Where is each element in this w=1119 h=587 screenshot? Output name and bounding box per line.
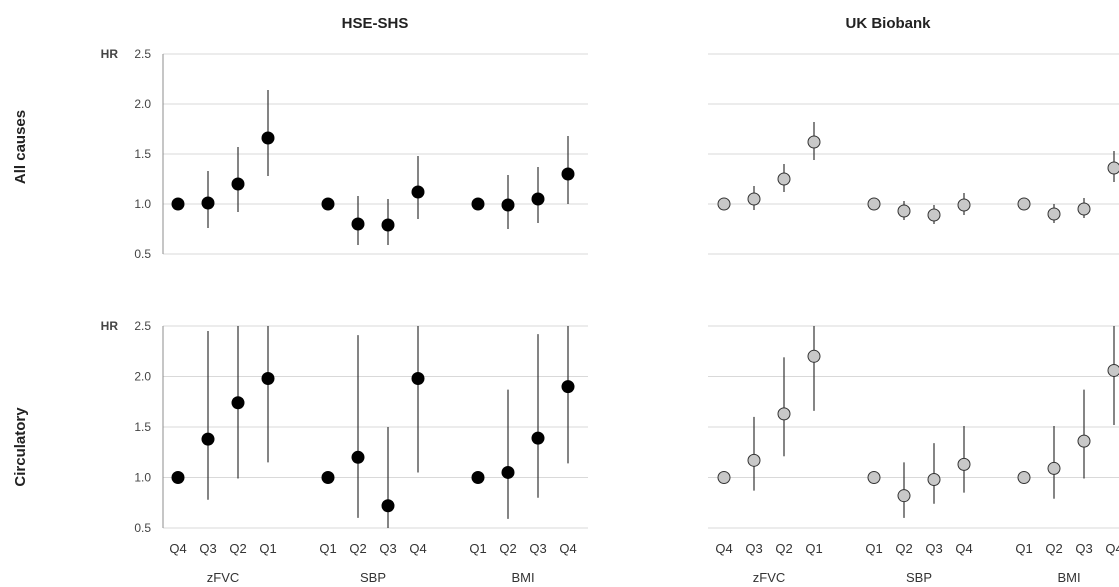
x-category-label: Q3 [199,541,216,556]
x-category-label: Q4 [1105,541,1119,556]
hazard-ratio-point [747,453,761,467]
x-category-label: Q4 [559,541,576,556]
y-tick-label: 0.5 [134,521,151,535]
x-category-label: Q3 [745,541,762,556]
y-tick-label: 2.0 [134,97,151,111]
y-tick-label: 1.0 [134,197,151,211]
hazard-ratio-point [747,192,761,206]
hazard-ratio-point [717,197,731,211]
y-tick-label: 2.0 [134,370,151,384]
y-tick-label: 2.5 [134,47,151,61]
x-category-label: Q3 [925,541,942,556]
hazard-ratio-point [171,197,185,211]
hazard-ratio-point [957,198,971,212]
hazard-ratio-point [261,372,275,386]
x-group-label: zFVC [207,570,240,585]
hazard-ratio-point [927,473,941,487]
hazard-ratio-point [1047,461,1061,475]
hazard-ratio-point [471,197,485,211]
hazard-ratio-point [381,218,395,232]
x-category-label: Q4 [955,541,972,556]
hazard-ratio-point [261,131,275,145]
hazard-ratio-point [201,196,215,210]
hazard-ratio-point [531,192,545,206]
hazard-ratio-point [501,465,515,479]
hazard-ratio-point [471,471,485,484]
hazard-ratio-point [381,499,395,513]
row-label: Circulatory [12,407,29,487]
hazard-ratio-point [351,217,365,231]
hazard-ratio-point [1017,471,1031,484]
x-category-label: Q4 [169,541,186,556]
hazard-ratio-point [897,489,911,503]
y-tick-label: 0.5 [134,247,151,261]
y-axis-label: HR [101,319,119,333]
row-label: All causes [12,110,29,184]
hazard-ratio-point [501,198,515,212]
x-category-label: Q1 [259,541,276,556]
y-tick-label: 1.5 [134,420,151,434]
y-tick-label: 2.5 [134,319,151,333]
hazard-ratio-point [867,471,881,484]
hazard-ratio-point [777,172,791,186]
hazard-ratio-point [561,380,575,394]
hazard-ratio-point [717,471,731,484]
x-category-label: Q2 [499,541,516,556]
x-category-label: Q3 [1075,541,1092,556]
hazard-ratio-point [927,208,941,222]
hazard-ratio-point [321,197,335,211]
hazard-ratio-point [957,457,971,471]
x-category-label: Q1 [805,541,822,556]
hazard-ratio-point [171,471,185,484]
hazard-ratio-point [1107,161,1119,175]
column-title: UK Biobank [845,15,931,32]
hazard-ratio-point [411,185,425,199]
hazard-ratio-point [867,197,881,211]
x-category-label: Q3 [379,541,396,556]
y-tick-label: 1.5 [134,147,151,161]
x-category-label: Q3 [529,541,546,556]
x-category-label: Q4 [409,541,426,556]
hazard-ratio-point [231,396,245,410]
column-title: HSE-SHS [342,15,409,32]
hazard-ratio-point [531,431,545,445]
hazard-ratio-point [201,432,215,446]
x-category-label: Q1 [865,541,882,556]
hazard-ratio-point [807,349,821,363]
hazard-ratio-point [1017,197,1031,211]
x-category-label: Q1 [469,541,486,556]
hazard-ratio-point [807,135,821,149]
x-group-label: zFVC [753,570,786,585]
hazard-ratio-point [351,450,365,464]
hazard-ratio-point [411,372,425,386]
x-category-label: Q2 [229,541,246,556]
hazard-ratio-point [1077,202,1091,216]
hazard-ratio-point [1077,434,1091,448]
x-group-label: BMI [511,570,534,585]
x-category-label: Q1 [319,541,336,556]
x-category-label: Q2 [349,541,366,556]
hazard-ratio-point [1107,363,1119,377]
hazard-ratio-point [231,177,245,191]
y-axis-label: HR [101,47,119,61]
x-category-label: Q2 [775,541,792,556]
hazard-ratio-point [897,204,911,218]
x-group-label: BMI [1057,570,1080,585]
hazard-ratio-point [561,167,575,181]
x-category-label: Q4 [715,541,732,556]
x-group-label: SBP [360,570,386,585]
hazard-ratio-point [777,407,791,421]
hazard-ratio-point [1047,207,1061,221]
x-category-label: Q2 [1045,541,1062,556]
hazard-ratio-point [321,471,335,484]
x-category-label: Q2 [895,541,912,556]
y-tick-label: 1.0 [134,471,151,485]
x-group-label: SBP [906,570,932,585]
x-category-label: Q1 [1015,541,1032,556]
